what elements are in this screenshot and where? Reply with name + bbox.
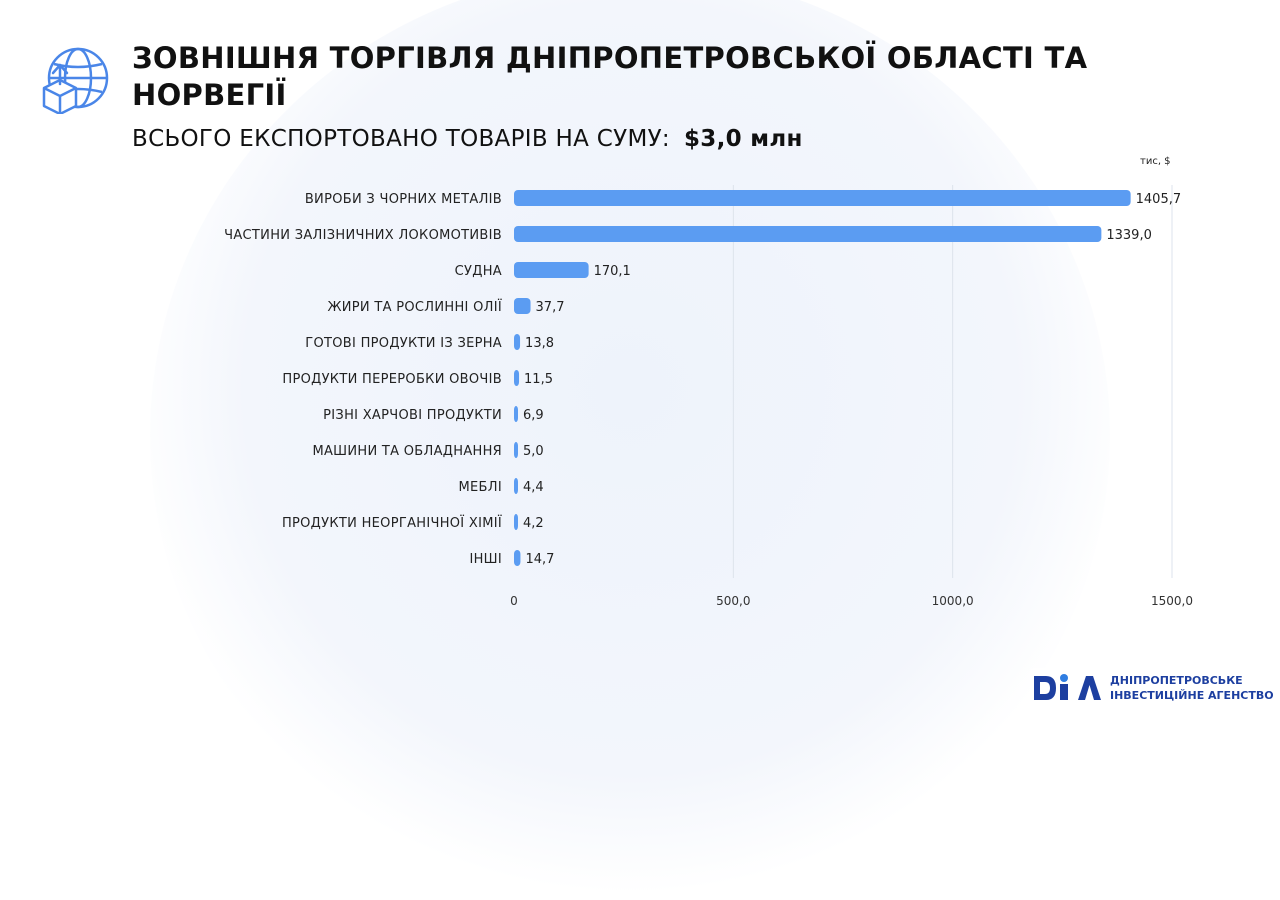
globe-export-box-icon xyxy=(42,47,109,114)
category-label: ЧАСТИНИ ЗАЛІЗНИЧНИХ ЛОКОМОТИВІВ xyxy=(224,228,502,243)
category-label: ІНШІ xyxy=(469,552,502,567)
x-tick-label: 1500,0 xyxy=(1151,594,1193,608)
page-title: ЗОВНІШНЯ ТОРГІВЛЯ ДНІПРОПЕТРОВСЬКОЇ ОБЛА… xyxy=(132,41,1088,112)
x-tick-label: 0 xyxy=(510,594,518,608)
category-label: ПРОДУКТИ НЕОРГАНІЧНОЇ ХІМІЇ xyxy=(282,515,502,531)
bar xyxy=(514,370,520,386)
value-label: 11,5 xyxy=(524,372,553,387)
value-label: 14,7 xyxy=(525,552,554,567)
bar-chart: 0 500,0 1000,0 1500,0 ВИРОБИ З ЧОРНИХ МЕТАЛІ… xyxy=(224,185,1193,608)
bar xyxy=(514,478,518,494)
bar xyxy=(514,262,589,278)
bar xyxy=(514,442,518,458)
brand-line-2: ІНВЕСТИЦІЙНЕ АГЕНСТВО xyxy=(1110,689,1274,702)
category-label: ЖИРИ ТА РОСЛИННІ ОЛІЇ xyxy=(327,299,502,315)
value-label: 4,2 xyxy=(523,516,544,531)
brand-block: ДНІПРОПЕТРОВСЬКЕ ІНВЕСТИЦІЙНЕ АГЕНСТВО xyxy=(1030,668,1274,708)
bar xyxy=(514,298,531,314)
bar xyxy=(514,334,521,350)
value-label: 13,8 xyxy=(525,336,554,351)
bar xyxy=(514,550,521,566)
bar xyxy=(514,514,518,530)
category-label: ВИРОБИ З ЧОРНИХ МЕТАЛІВ xyxy=(305,192,502,207)
category-label: СУДНА xyxy=(455,264,502,279)
bar xyxy=(514,406,518,422)
category-label: МЕБЛІ xyxy=(459,480,502,495)
value-label: 5,0 xyxy=(523,444,544,459)
subtitle-label: ВСЬОГО ЕКСПОРТОВАНО ТОВАРІВ НА СУМУ: xyxy=(132,126,670,152)
category-label: МАШИНИ ТА ОБЛАДНАННЯ xyxy=(312,444,502,459)
value-label: 1405,7 xyxy=(1136,192,1182,207)
total-export-value: $3,0 млн xyxy=(683,126,803,152)
brand-name: ДНІПРОПЕТРОВСЬКЕ ІНВЕСТИЦІЙНЕ АГЕНСТВО xyxy=(1110,673,1274,703)
bar xyxy=(514,226,1102,242)
category-label: РІЗНІ ХАРЧОВІ ПРОДУКТИ xyxy=(323,408,502,423)
x-tick-label: 500,0 xyxy=(716,594,750,608)
subtitle: ВСЬОГО ЕКСПОРТОВАНО ТОВАРІВ НА СУМУ: $3,0… xyxy=(132,126,803,152)
value-label: 4,4 xyxy=(523,480,544,495)
category-label: ГОТОВІ ПРОДУКТИ ІЗ ЗЕРНА xyxy=(305,336,502,351)
value-label: 1339,0 xyxy=(1106,228,1152,243)
bar xyxy=(514,190,1131,206)
brand-line-1: ДНІПРОПЕТРОВСЬКЕ xyxy=(1110,674,1243,687)
x-tick-label: 1000,0 xyxy=(932,594,974,608)
value-label: 6,9 xyxy=(523,408,544,423)
category-label: ПРОДУКТИ ПЕРЕРОБКИ ОВОЧІВ xyxy=(282,372,502,387)
unit-label: тис, $ xyxy=(1140,156,1171,167)
value-label: 37,7 xyxy=(536,300,565,315)
value-label: 170,1 xyxy=(594,264,631,279)
dia-logo xyxy=(1030,668,1106,708)
